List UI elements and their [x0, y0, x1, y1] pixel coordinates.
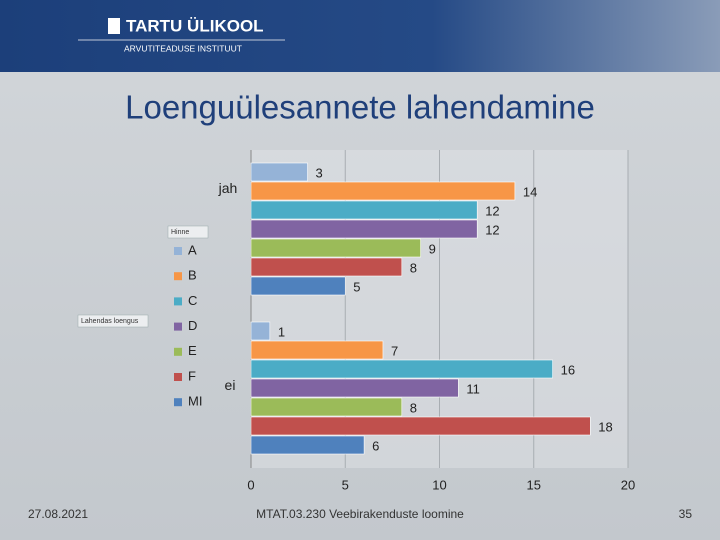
legend-label: F	[188, 368, 196, 383]
data-label: 1	[278, 324, 285, 339]
legend-swatch	[174, 322, 182, 331]
bar	[250, 321, 271, 341]
header-band	[0, 0, 720, 72]
legend-title: Hinne	[171, 229, 189, 236]
field-button-label: Lahendas loengus	[81, 318, 139, 325]
bar	[250, 181, 516, 201]
data-label: 8	[410, 260, 417, 275]
x-tick-label: 10	[432, 477, 446, 492]
bar	[250, 416, 591, 436]
legend-label: D	[188, 318, 197, 333]
data-label: 14	[523, 184, 537, 199]
data-label: 7	[391, 343, 398, 358]
bar	[250, 397, 403, 417]
data-label: 11	[466, 381, 480, 396]
bar	[250, 359, 553, 379]
legend-title-button[interactable]	[167, 225, 209, 239]
logo	[108, 18, 120, 34]
legend-label: E	[188, 343, 197, 358]
category-label: jah	[218, 180, 238, 196]
data-label: 12	[485, 203, 499, 218]
category-label: ei	[225, 377, 236, 393]
data-label: 8	[410, 400, 417, 415]
legend-swatch	[174, 347, 182, 356]
data-label: 18	[598, 419, 612, 434]
data-label: 5	[353, 279, 360, 294]
legend-swatch	[174, 272, 182, 281]
bar	[250, 162, 308, 182]
x-tick-label: 20	[621, 477, 635, 492]
institute: ARVUTITEADUSE INSTITUUT	[124, 43, 242, 53]
data-label: 6	[372, 438, 379, 453]
university: TARTU ÜLIKOOL	[126, 16, 264, 35]
legend-label: B	[188, 268, 197, 283]
data-label: 16	[561, 362, 575, 377]
x-tick-label: 5	[342, 477, 349, 492]
bar	[250, 200, 478, 220]
legend-swatch	[174, 373, 182, 381]
bar	[250, 276, 346, 296]
legend-swatch	[174, 297, 182, 306]
page-number: 35	[679, 507, 693, 521]
footer-course: MTAT.03.230 Veebirakenduste loomine	[256, 507, 464, 521]
data-label: 9	[429, 241, 436, 256]
x-tick-label: 15	[527, 477, 541, 492]
bar	[250, 435, 365, 455]
bar	[250, 238, 421, 258]
bar	[250, 257, 403, 277]
slide-title: Loenguülesannete lahendamine	[125, 89, 595, 126]
data-label: 3	[316, 165, 323, 180]
bar	[250, 340, 384, 360]
legend-label: MI	[188, 394, 202, 409]
bar	[250, 219, 478, 239]
legend-label: C	[188, 293, 197, 308]
legend-swatch	[174, 398, 182, 407]
field-button[interactable]	[77, 314, 149, 328]
footer-date: 27.08.2021	[28, 507, 88, 521]
legend-label: A	[188, 242, 197, 257]
x-tick-label: 0	[247, 477, 254, 492]
bar	[250, 378, 459, 398]
legend-swatch	[174, 247, 182, 255]
data-label: 12	[485, 222, 499, 237]
